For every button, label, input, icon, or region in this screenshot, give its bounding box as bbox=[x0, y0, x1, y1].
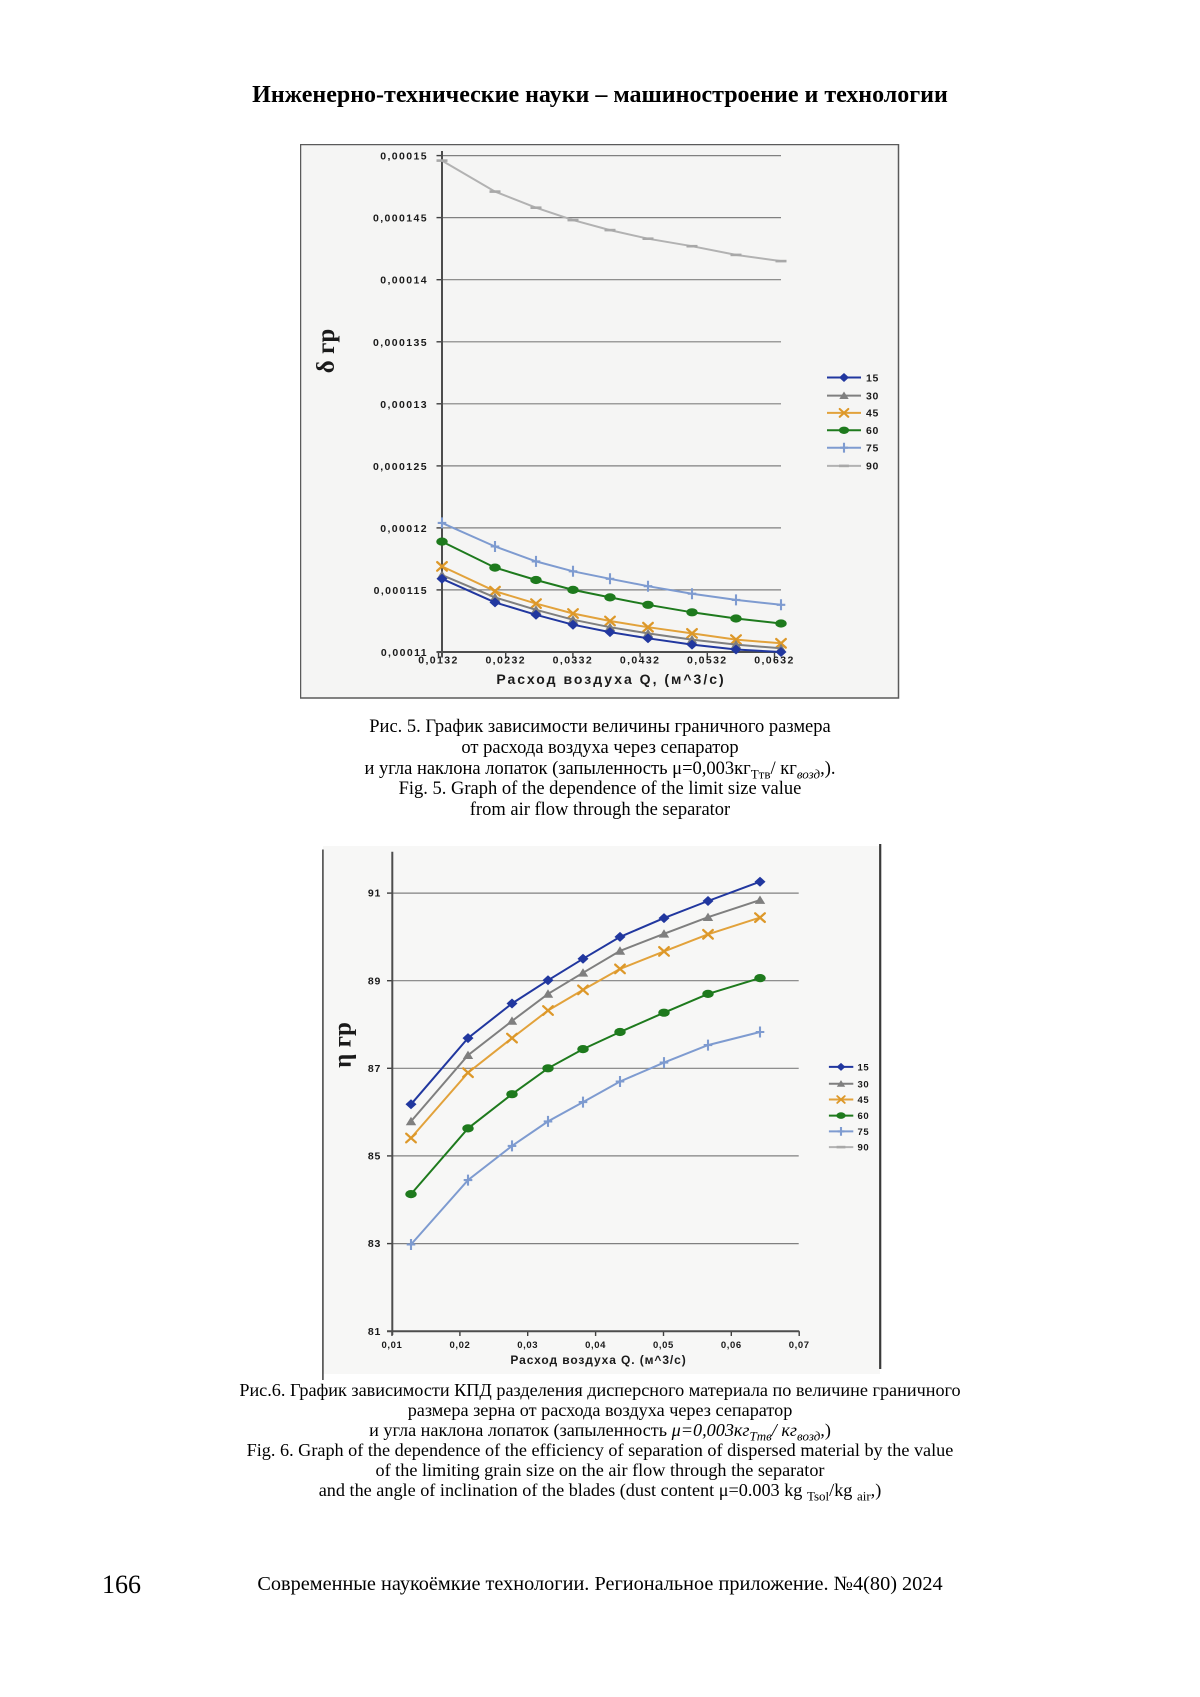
svg-text:0,00011: 0,00011 bbox=[381, 647, 428, 659]
svg-text:75: 75 bbox=[858, 1127, 870, 1138]
svg-text:60: 60 bbox=[866, 425, 879, 437]
svg-text:30: 30 bbox=[866, 390, 879, 402]
svg-text:85: 85 bbox=[368, 1151, 381, 1163]
svg-text:90: 90 bbox=[858, 1143, 870, 1154]
svg-text:0,0332: 0,0332 bbox=[553, 655, 594, 667]
svg-text:0,01: 0,01 bbox=[382, 1340, 403, 1351]
svg-text:0,00015: 0,00015 bbox=[380, 151, 428, 163]
svg-text:45: 45 bbox=[866, 408, 879, 420]
svg-text:0,06: 0,06 bbox=[721, 1340, 742, 1351]
svg-text:45: 45 bbox=[858, 1095, 870, 1106]
svg-text:83: 83 bbox=[368, 1238, 381, 1250]
svg-text:90: 90 bbox=[866, 461, 879, 473]
svg-text:0,02: 0,02 bbox=[449, 1340, 470, 1351]
svg-text:0,000115: 0,000115 bbox=[374, 585, 428, 597]
svg-text:0,0132: 0,0132 bbox=[418, 655, 459, 667]
svg-text:0,05: 0,05 bbox=[653, 1340, 674, 1351]
svg-text:15: 15 bbox=[858, 1063, 870, 1074]
svg-text:0,04: 0,04 bbox=[585, 1340, 606, 1351]
svg-text:Расход воздуха Q, (м^3/с): Расход воздуха Q, (м^3/с) bbox=[496, 671, 725, 687]
svg-text:0,03: 0,03 bbox=[517, 1340, 538, 1351]
svg-text:30: 30 bbox=[858, 1079, 870, 1090]
svg-text:87: 87 bbox=[368, 1063, 381, 1075]
svg-text:0,0632: 0,0632 bbox=[754, 655, 795, 667]
svg-text:0,00014: 0,00014 bbox=[380, 275, 428, 287]
svg-text:0,000145: 0,000145 bbox=[373, 213, 428, 225]
svg-text:0,00013: 0,00013 bbox=[380, 399, 428, 411]
svg-text:0,07: 0,07 bbox=[789, 1340, 810, 1351]
svg-text:81: 81 bbox=[368, 1326, 381, 1338]
svg-text:91: 91 bbox=[368, 888, 381, 900]
svg-text:89: 89 bbox=[368, 975, 381, 987]
svg-text:15: 15 bbox=[866, 372, 879, 384]
svg-text:60: 60 bbox=[858, 1111, 870, 1122]
svg-text:0,00012: 0,00012 bbox=[380, 523, 428, 535]
svg-text:0,0232: 0,0232 bbox=[485, 655, 526, 667]
svg-text:δ гр: δ гр bbox=[313, 329, 340, 373]
svg-text:Расход воздуха Q. (м^3/с): Расход воздуха Q. (м^3/с) bbox=[510, 1353, 686, 1367]
svg-text:0,000125: 0,000125 bbox=[373, 461, 428, 473]
svg-text:0,0532: 0,0532 bbox=[687, 655, 728, 667]
svg-text:75: 75 bbox=[866, 443, 879, 455]
svg-text:0,000135: 0,000135 bbox=[373, 337, 428, 349]
svg-text:η гр: η гр bbox=[330, 1022, 357, 1068]
svg-text:0,0432: 0,0432 bbox=[620, 655, 661, 667]
